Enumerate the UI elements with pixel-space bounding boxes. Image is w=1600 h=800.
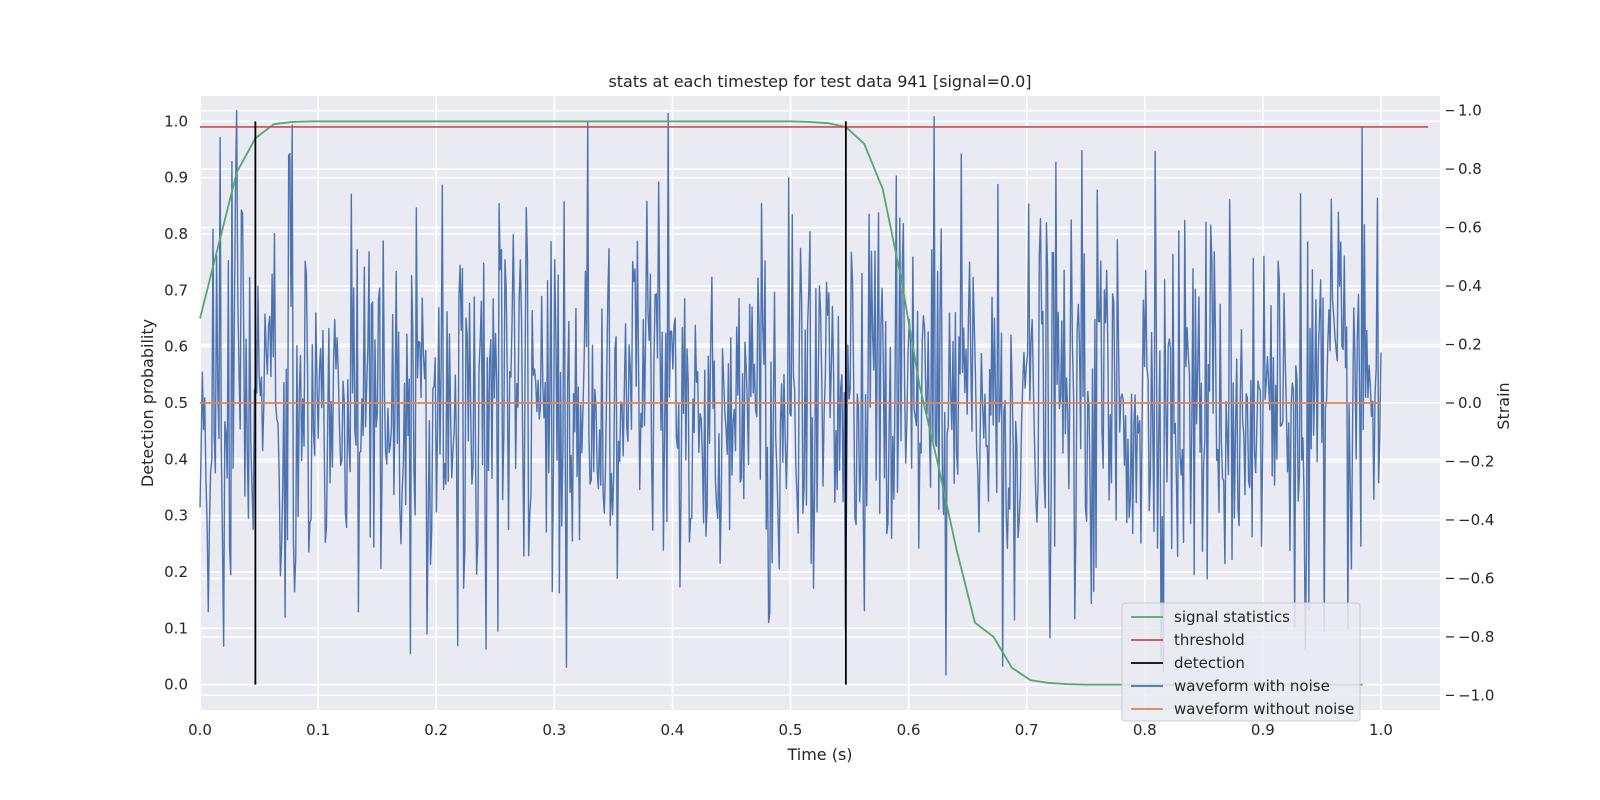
y-right-tick-label: −0.4 — [1458, 511, 1494, 529]
y-axis-right-label: Strain — [1494, 382, 1513, 429]
y-left-tick-label: 0.8 — [164, 225, 188, 243]
tick-labels: 0.0 0.1 0.2 0.3 0.4 0.5 0.6 0.7 0.8 0.9 1.0 0.0 0.1 0… — [164, 102, 1494, 739]
x-tick-label: 0.2 — [424, 721, 448, 739]
y-right-tick-label: 0.4 — [1458, 277, 1482, 295]
y-axis-left-label: Detection probability — [138, 319, 157, 487]
y-right-tick-label: −1.0 — [1458, 686, 1494, 704]
legend-label: waveform with noise — [1174, 677, 1330, 695]
x-tick-label: 0.4 — [660, 721, 684, 739]
y-right-tick-label: 0.8 — [1458, 160, 1482, 178]
y-left-tick-label: 0.1 — [164, 619, 188, 637]
y-left-tick-label: 0.5 — [164, 394, 188, 412]
y-right-tick-label: −0.2 — [1458, 452, 1494, 470]
chart-title: stats at each timestep for test data 941… — [608, 72, 1031, 91]
y-right-tick-label: 0.2 — [1458, 336, 1482, 354]
x-tick-label: 0.3 — [542, 721, 566, 739]
x-tick-label: 1.0 — [1369, 721, 1393, 739]
y-right-tick-label: −0.8 — [1458, 628, 1494, 646]
y-left-tick-label: 0.4 — [164, 450, 188, 468]
y-left-tick-label: 0.2 — [164, 563, 188, 581]
x-tick-label: 0.0 — [188, 721, 212, 739]
x-tick-label: 0.5 — [779, 721, 803, 739]
legend-label: signal statistics — [1174, 608, 1290, 626]
legend-label: waveform without noise — [1174, 700, 1354, 718]
y-left-tick-label: 1.0 — [164, 112, 188, 130]
x-tick-label: 0.8 — [1133, 721, 1157, 739]
x-tick-label: 0.7 — [1015, 721, 1039, 739]
y-left-tick-label: 0.7 — [164, 281, 188, 299]
legend-label: detection — [1174, 654, 1245, 672]
y-right-tick-label: 1.0 — [1458, 102, 1482, 120]
y-left-tick-label: 0.6 — [164, 338, 188, 356]
series-waveform-with-noise — [199, 109, 1382, 676]
y-right-tick-label: 0.6 — [1458, 219, 1482, 237]
y-left-tick-label: 0.9 — [164, 169, 188, 187]
x-tick-label: 0.9 — [1251, 721, 1275, 739]
y-left-tick-label: 0.3 — [164, 507, 188, 525]
x-tick-label: 0.1 — [306, 721, 330, 739]
y-right-tick-label: 0.0 — [1458, 394, 1482, 412]
x-axis-label: Time (s) — [786, 745, 852, 764]
y-left-tick-label: 0.0 — [164, 676, 188, 694]
y-right-tick-label: −0.6 — [1458, 569, 1494, 587]
legend: signal statistics threshold detection wavef… — [1121, 602, 1361, 722]
x-tick-label: 0.6 — [897, 721, 921, 739]
legend-box — [1121, 602, 1361, 722]
legend-label: threshold — [1174, 631, 1245, 649]
series-layer — [199, 109, 1429, 686]
